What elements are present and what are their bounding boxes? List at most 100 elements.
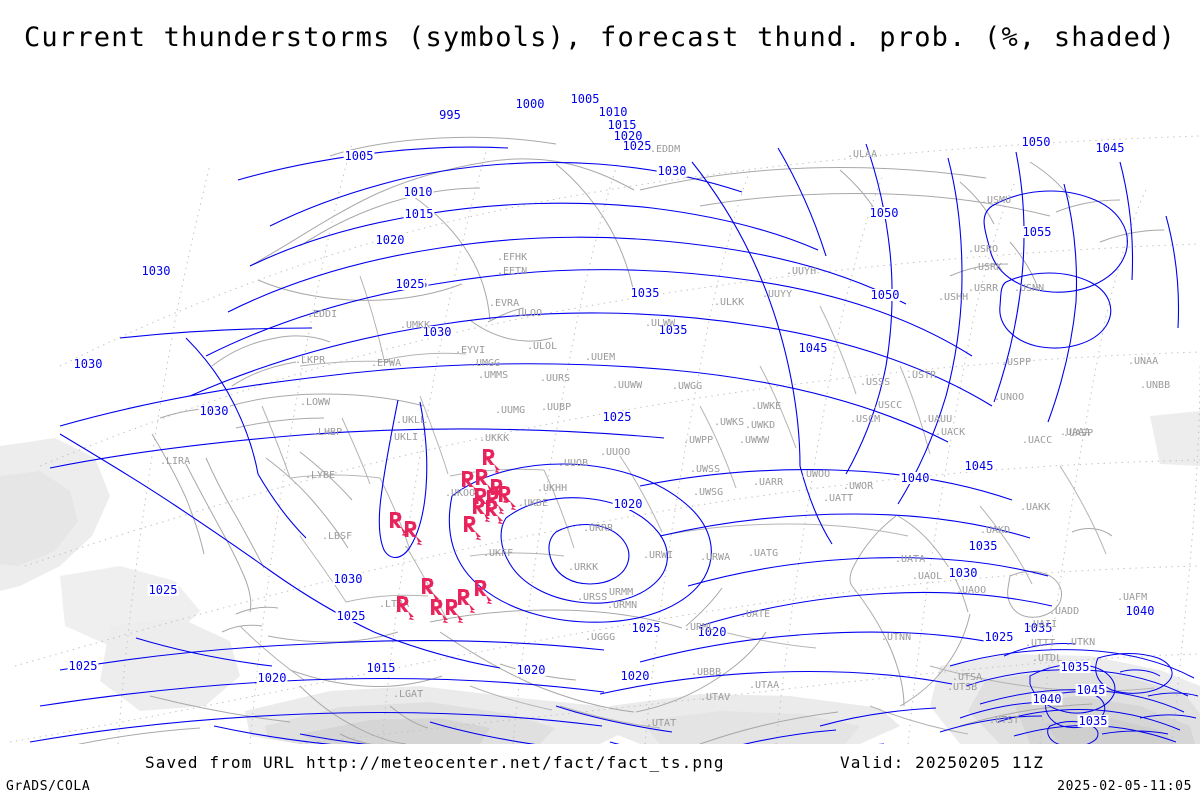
isobar-label-text: 1020 bbox=[614, 129, 643, 143]
station-label: .UURS bbox=[540, 373, 570, 384]
station-label: .UWOR bbox=[843, 481, 874, 492]
station-label: .UUOB bbox=[558, 458, 588, 469]
isobar-label: 1035 bbox=[1077, 714, 1109, 728]
station-label: .UKLL bbox=[396, 415, 426, 426]
isobar-label-text: 1050 bbox=[871, 288, 900, 302]
station-label: .USHH bbox=[938, 292, 968, 303]
isobar-label: 1005 bbox=[343, 149, 375, 163]
station-label: .LGAT bbox=[393, 689, 423, 700]
isobar-label-text: 1025 bbox=[69, 659, 98, 673]
isobar-label-text: 1030 bbox=[658, 164, 687, 178]
isobar-label: 1025 bbox=[147, 583, 179, 597]
isobar-label: 995 bbox=[438, 108, 462, 122]
station-label: .EETN bbox=[497, 266, 527, 277]
station-label: .UWSG bbox=[693, 487, 723, 498]
weather-map[interactable]: 995 1000 1005 1010 1015 1020 1025 1030 1005 1010 1… bbox=[0, 66, 1200, 744]
isobar-label-text: 1005 bbox=[345, 149, 374, 163]
station-label: .URML bbox=[684, 622, 714, 633]
thunderstorm-symbol bbox=[458, 589, 476, 614]
station-label: .UAKK bbox=[1020, 502, 1050, 513]
station-label: .URRR bbox=[583, 523, 614, 534]
isobar-label-text: 1040 bbox=[901, 471, 930, 485]
isobar-label: 1015 bbox=[365, 661, 397, 675]
isobar-label: 1030 bbox=[198, 404, 230, 418]
station-label: .UMKK bbox=[400, 320, 430, 331]
station-label: .UTSA bbox=[952, 672, 982, 683]
isobar-label: 1030 bbox=[947, 566, 979, 580]
station-label: .UUMG bbox=[495, 405, 525, 416]
station-label: .UTAV bbox=[700, 692, 730, 703]
isobar-label: 1025 bbox=[630, 621, 662, 635]
isobar-label-text: 1040 bbox=[1126, 604, 1155, 618]
station-label: .URWA bbox=[700, 552, 730, 563]
isobar-label-text: 1020 bbox=[614, 497, 643, 511]
isobar-label: 1030 bbox=[656, 164, 688, 178]
station-label: .UWKS bbox=[714, 417, 744, 428]
station-label: .UTSB bbox=[947, 682, 977, 693]
isobar-label-text: 1005 bbox=[571, 92, 600, 106]
station-label: .LBSF bbox=[322, 531, 352, 542]
station-label: .UATE bbox=[740, 609, 770, 620]
thunderstorm-symbol bbox=[390, 512, 408, 537]
station-labels: .EFHK .EETN .EVRA .EYVI .EPWA .EDDI .UMKK .ULOO… bbox=[160, 144, 1170, 729]
isobar-label: 1030 bbox=[332, 572, 364, 586]
station-label: .USPP bbox=[1001, 357, 1031, 368]
station-label: .UUOO bbox=[600, 447, 630, 458]
isobar-label-text: 1035 bbox=[659, 323, 688, 337]
station-label: .UKFF bbox=[483, 548, 513, 559]
station-label: .URSS bbox=[577, 592, 607, 603]
isobar-label-text: 1015 bbox=[608, 118, 637, 132]
station-label: .UACK bbox=[935, 427, 965, 438]
station-label: .UWPP bbox=[683, 435, 713, 446]
isobar-label-text: 1020 bbox=[376, 233, 405, 247]
isobar-label: 1040 bbox=[1031, 692, 1063, 706]
isobar-label: 1045 bbox=[963, 459, 995, 473]
station-label: .LIRA bbox=[160, 456, 190, 467]
isobar-label-text: 1030 bbox=[949, 566, 978, 580]
station-label: .EDDM bbox=[650, 144, 680, 155]
station-label: .USTR bbox=[906, 370, 937, 381]
thunderstorm-symbol bbox=[475, 580, 493, 605]
station-label: .URWI bbox=[643, 550, 673, 561]
isobar-label-text: 1015 bbox=[367, 661, 396, 675]
isobar-label-text: 1010 bbox=[599, 105, 628, 119]
station-label: .UGGG bbox=[585, 632, 615, 643]
station-label: .UARR bbox=[753, 477, 784, 488]
isobar-label: 1025 bbox=[335, 609, 367, 623]
isobar-label: 1015 bbox=[606, 118, 638, 132]
isobar-label: 1055 bbox=[1021, 225, 1053, 239]
station-label: .UMMS bbox=[478, 370, 508, 381]
station-label: .UUYH bbox=[786, 266, 816, 277]
isobar-label-text: 1020 bbox=[258, 671, 287, 685]
station-label: .LYBE bbox=[305, 470, 335, 481]
isobar-label: 1050 bbox=[869, 288, 901, 302]
isobar-label-text: 1035 bbox=[1079, 714, 1108, 728]
station-label: .UKLI bbox=[388, 432, 418, 443]
isobar-label-text: 1050 bbox=[870, 206, 899, 220]
thunderstorm-symbol bbox=[499, 486, 517, 511]
station-label: .ULOO bbox=[512, 308, 542, 319]
isobar-label-text: 1020 bbox=[621, 669, 650, 683]
station-label: .UWKE bbox=[751, 401, 781, 412]
isobar-label: 1035 bbox=[657, 323, 689, 337]
isobar-label-text: 1025 bbox=[603, 410, 632, 424]
station-label: .UAUU bbox=[922, 414, 952, 425]
isobar-label: 1020 bbox=[374, 233, 406, 247]
station-label: .USCC bbox=[872, 400, 902, 411]
station-label: .UKDE bbox=[518, 498, 548, 509]
isobar-label: 1020 bbox=[612, 129, 644, 143]
station-label: .UUYY bbox=[762, 289, 792, 300]
station-label: .UKKK bbox=[479, 433, 509, 444]
isobar-label: 1025 bbox=[67, 659, 99, 673]
station-label: .USSS bbox=[860, 377, 890, 388]
generation-timestamp: 2025-02-05-11:05 bbox=[1057, 779, 1192, 794]
station-label: .UATA bbox=[895, 554, 925, 565]
isobar-label-text: 995 bbox=[439, 108, 461, 122]
isobar-label: 1020 bbox=[612, 497, 644, 511]
isobar-label-text: 1015 bbox=[405, 207, 434, 221]
station-label: .UACC bbox=[1022, 435, 1052, 446]
station-label: .UNBB bbox=[1140, 380, 1170, 391]
thunderstorm-symbol bbox=[483, 449, 501, 474]
